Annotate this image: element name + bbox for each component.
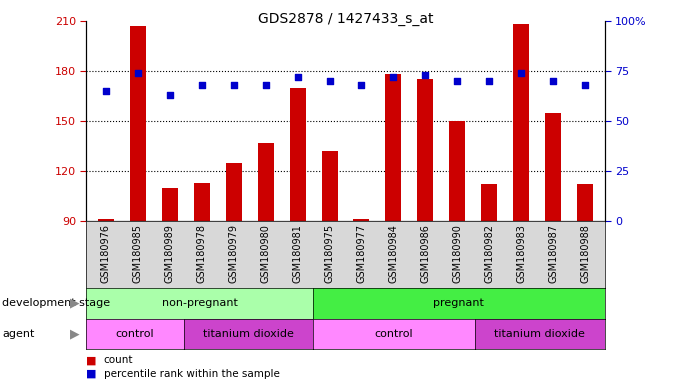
Bar bbox=[482, 184, 498, 221]
Text: titanium dioxide: titanium dioxide bbox=[494, 329, 585, 339]
Text: titanium dioxide: titanium dioxide bbox=[203, 329, 294, 339]
Text: GSM180980: GSM180980 bbox=[261, 224, 270, 283]
Text: GSM180977: GSM180977 bbox=[357, 224, 366, 283]
Text: development stage: development stage bbox=[2, 298, 110, 308]
Bar bbox=[225, 162, 242, 221]
Bar bbox=[258, 142, 274, 221]
Point bbox=[196, 82, 207, 88]
Bar bbox=[417, 79, 433, 221]
Bar bbox=[513, 25, 529, 221]
Point bbox=[164, 92, 175, 98]
Bar bbox=[193, 182, 209, 221]
Bar bbox=[321, 151, 337, 221]
Text: GSM180985: GSM180985 bbox=[133, 224, 142, 283]
Point bbox=[324, 78, 335, 84]
Text: control: control bbox=[115, 329, 154, 339]
Text: ▶: ▶ bbox=[70, 328, 79, 341]
Bar bbox=[162, 187, 178, 221]
Text: GSM180987: GSM180987 bbox=[549, 224, 558, 283]
Bar bbox=[545, 113, 561, 221]
Text: non-pregnant: non-pregnant bbox=[162, 298, 238, 308]
Point bbox=[356, 82, 367, 88]
Text: ■: ■ bbox=[86, 369, 97, 379]
Text: pregnant: pregnant bbox=[433, 298, 484, 308]
Text: control: control bbox=[375, 329, 413, 339]
Text: GSM180984: GSM180984 bbox=[388, 224, 399, 283]
Text: ▶: ▶ bbox=[70, 297, 79, 310]
Bar bbox=[290, 88, 305, 221]
Point bbox=[228, 82, 239, 88]
Point bbox=[548, 78, 559, 84]
Text: GSM180981: GSM180981 bbox=[292, 224, 303, 283]
Point bbox=[388, 74, 399, 80]
Text: GSM180989: GSM180989 bbox=[164, 224, 175, 283]
Text: GSM180975: GSM180975 bbox=[325, 224, 334, 283]
Point bbox=[516, 70, 527, 76]
Point bbox=[132, 70, 143, 76]
Text: GSM180982: GSM180982 bbox=[484, 224, 495, 283]
Bar bbox=[97, 219, 113, 221]
Text: percentile rank within the sample: percentile rank within the sample bbox=[104, 369, 280, 379]
Text: GSM180983: GSM180983 bbox=[516, 224, 527, 283]
Text: GSM180988: GSM180988 bbox=[580, 224, 590, 283]
Text: count: count bbox=[104, 355, 133, 365]
Bar bbox=[449, 121, 466, 221]
Point bbox=[580, 82, 591, 88]
Text: GDS2878 / 1427433_s_at: GDS2878 / 1427433_s_at bbox=[258, 12, 433, 25]
Point bbox=[292, 74, 303, 80]
Bar bbox=[386, 74, 401, 221]
Bar bbox=[354, 219, 370, 221]
Text: agent: agent bbox=[2, 329, 35, 339]
Point bbox=[452, 78, 463, 84]
Text: GSM180979: GSM180979 bbox=[229, 224, 238, 283]
Point bbox=[100, 88, 111, 94]
Text: GSM180978: GSM180978 bbox=[196, 224, 207, 283]
Text: GSM180990: GSM180990 bbox=[453, 224, 462, 283]
Text: ■: ■ bbox=[86, 355, 97, 365]
Point bbox=[260, 82, 271, 88]
Point bbox=[484, 78, 495, 84]
Point bbox=[420, 72, 431, 78]
Text: GSM180986: GSM180986 bbox=[421, 224, 430, 283]
Bar bbox=[578, 184, 594, 221]
Text: GSM180976: GSM180976 bbox=[101, 224, 111, 283]
Bar bbox=[129, 26, 146, 221]
